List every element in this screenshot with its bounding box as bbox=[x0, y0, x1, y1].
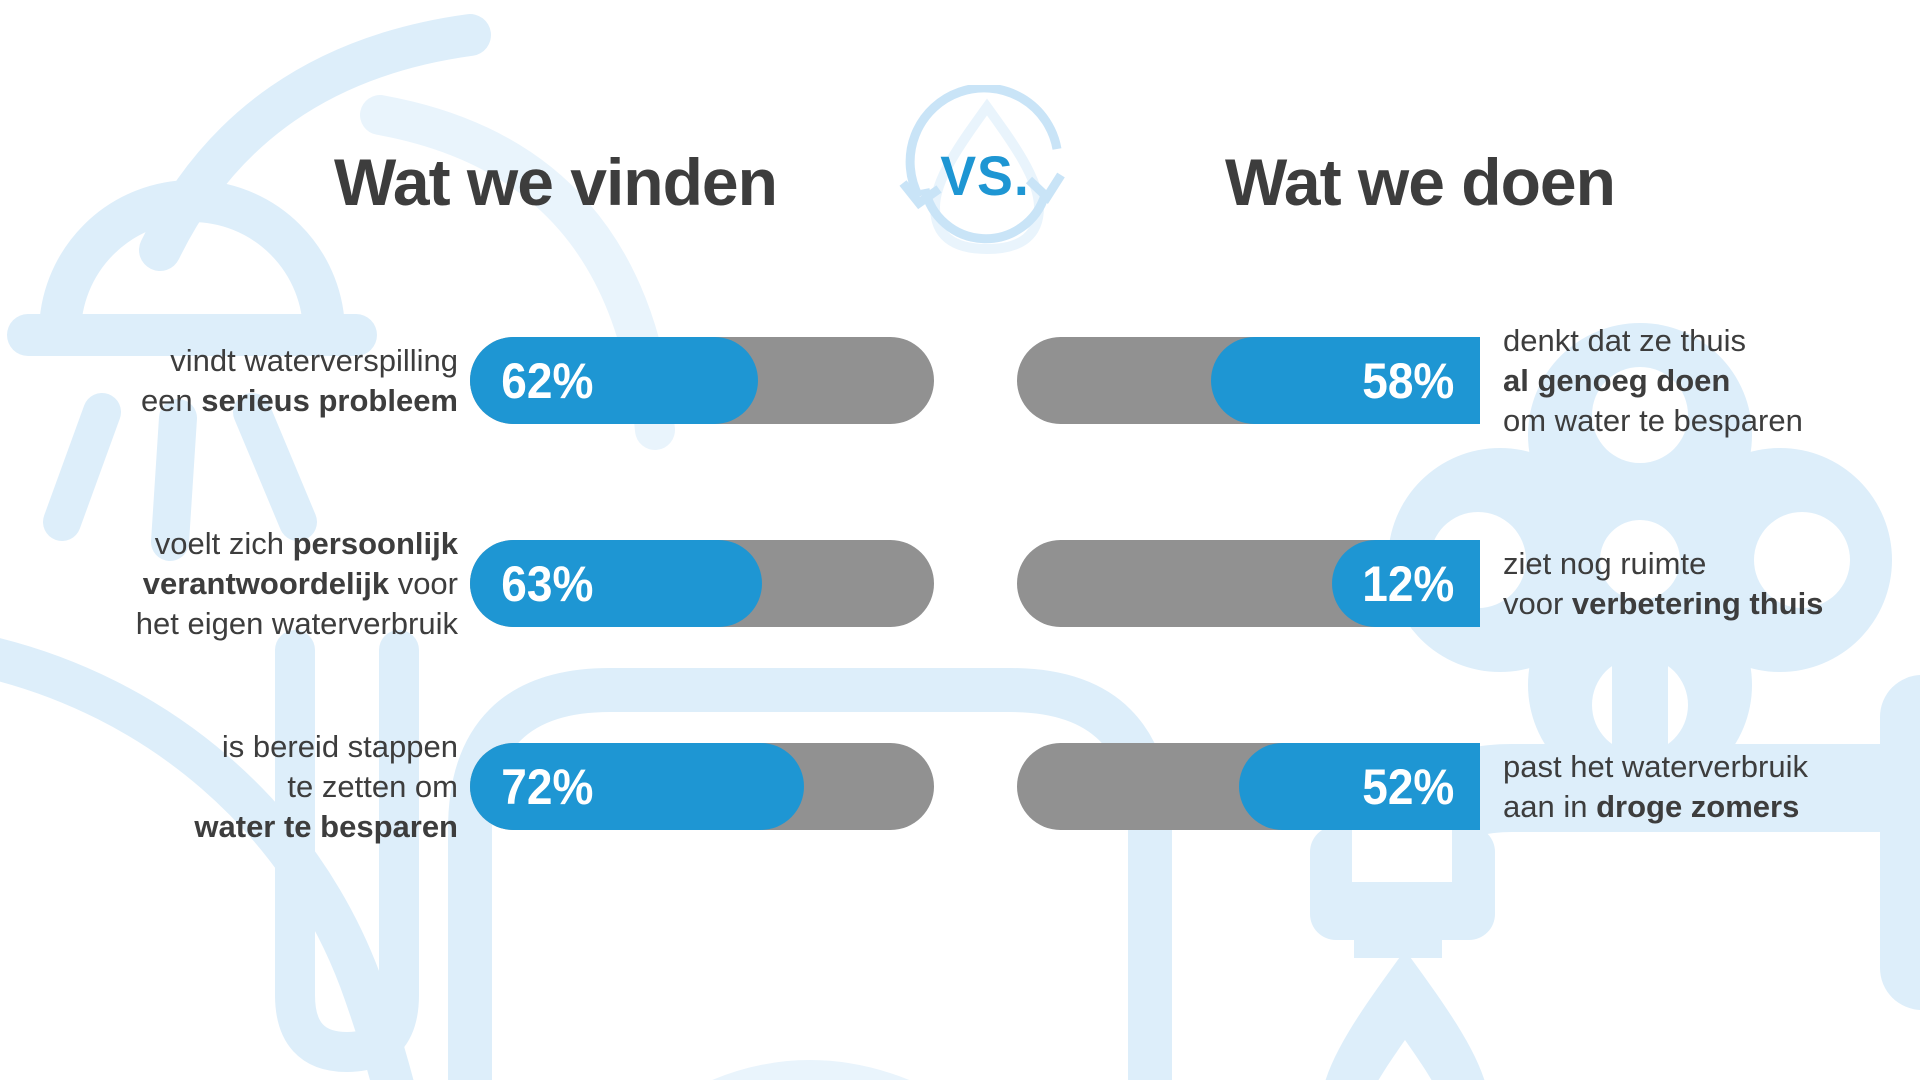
bar-track-left: 62% bbox=[470, 337, 934, 424]
stat-row: vindt waterverspilling een serieus proble… bbox=[0, 312, 1920, 449]
bar-label-left: vindt waterverspilling een serieus proble… bbox=[140, 342, 458, 418]
stat-row: is bereid stappen te zetten om water te be… bbox=[0, 718, 1920, 855]
bar-fill-right: 58% bbox=[1211, 337, 1480, 424]
bar-track-right: 12% bbox=[1017, 540, 1480, 627]
bar-fill-left: 62% bbox=[470, 337, 758, 424]
bar-track-left: 72% bbox=[470, 743, 934, 830]
bar-percent: 12% bbox=[1362, 555, 1455, 612]
water-drop-icon bbox=[1325, 950, 1485, 1080]
bar-fill-right: 52% bbox=[1239, 743, 1480, 830]
right-column-title: Wat we doen bbox=[1225, 145, 1616, 219]
bar-track-right: 52% bbox=[1017, 743, 1480, 830]
bar-percent: 72% bbox=[501, 758, 594, 815]
bar-percent: 58% bbox=[1362, 352, 1455, 409]
bar-track-left: 63% bbox=[470, 540, 934, 627]
bar-fill-left: 72% bbox=[470, 743, 805, 830]
bar-percent: 62% bbox=[501, 352, 594, 409]
bar-fill-right: 12% bbox=[1331, 540, 1480, 627]
vs-cycle-icon bbox=[899, 85, 1065, 255]
bar-fill-left: 63% bbox=[470, 540, 763, 627]
bar-percent: 63% bbox=[501, 555, 594, 612]
bar-label-left: voelt zich persoonlijk verantwoordelijk v… bbox=[135, 525, 458, 641]
bar-label-left: is bereid stappen te zetten om water te be… bbox=[194, 728, 458, 844]
bar-label-right: ziet nog ruimte voor verbetering thuis bbox=[1503, 545, 1824, 621]
bar-label-right: denkt dat ze thuis al genoeg doen om water… bbox=[1503, 322, 1803, 438]
vs-label: VS. bbox=[940, 144, 1030, 207]
stat-row: voelt zich persoonlijk verantwoordelijk v… bbox=[0, 515, 1920, 652]
bar-track-right: 58% bbox=[1017, 337, 1480, 424]
bar-label-right: past het waterverbruik aan in droge zomer… bbox=[1503, 748, 1808, 824]
bar-percent: 52% bbox=[1362, 758, 1455, 815]
vs-badge: VS. bbox=[895, 85, 1075, 260]
left-column-title: Wat we vinden bbox=[334, 145, 778, 219]
